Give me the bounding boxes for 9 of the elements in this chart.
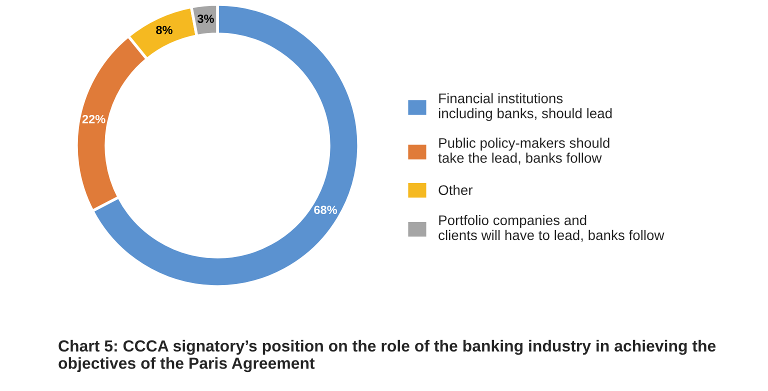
data-label: 68% [314,206,338,214]
data-label: 8% [156,26,172,34]
text: Chart 5: CCCA signatory’s position on the role of the banking industry in achieving the objectives of the Paris Agreement [58,340,716,372]
legend-label: Public policy-makers should take the lead, banks follow [438,138,610,164]
data-label: 3% [197,14,214,23]
data-label: 22% [82,114,106,124]
legend-label: Financial institutions including banks, should lead [438,93,612,122]
legend-label: Portfolio companies and clients will have to lead, banks follow [438,214,664,242]
legend-label: Other [438,184,473,196]
